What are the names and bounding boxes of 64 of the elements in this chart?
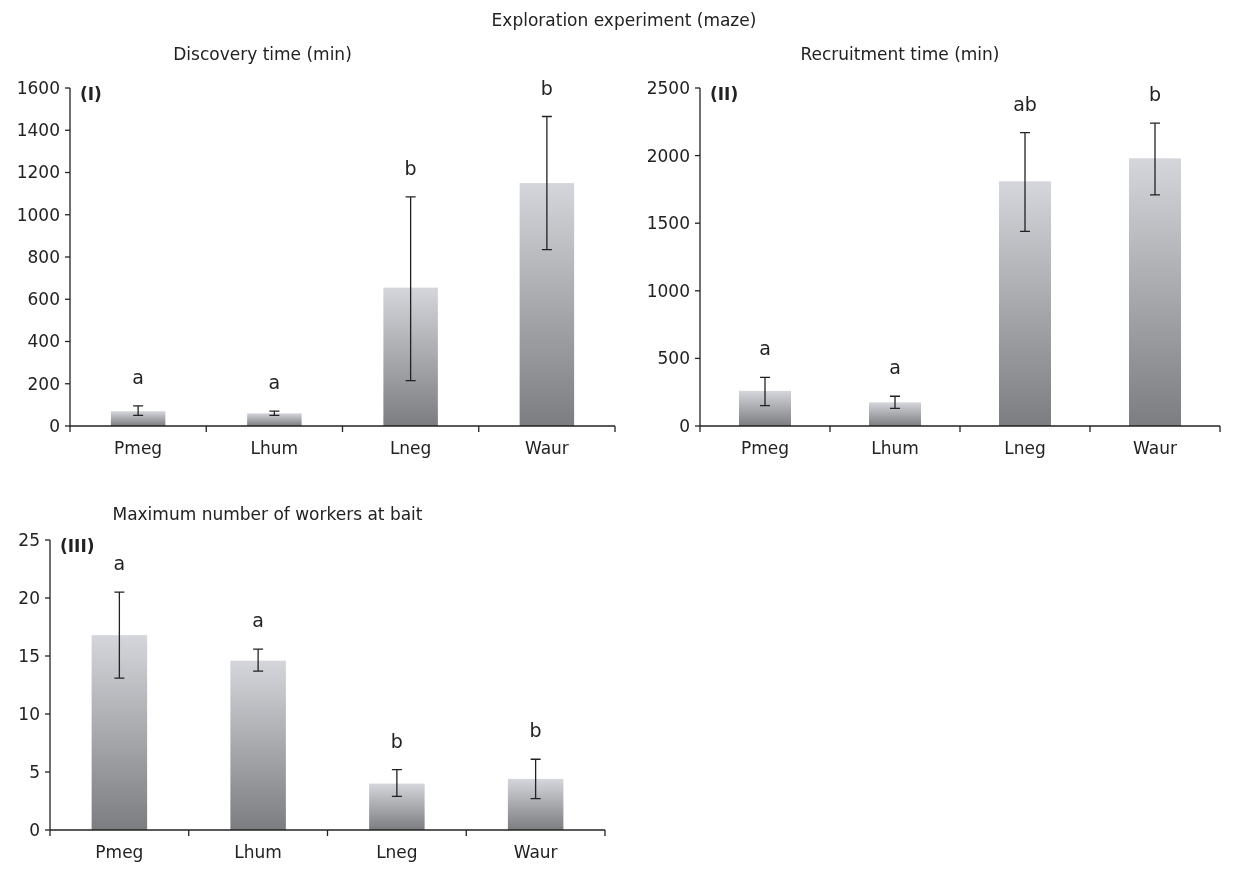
y-tick-label: 1600 bbox=[16, 77, 60, 98]
annotation: a bbox=[132, 365, 144, 388]
annotation: b bbox=[390, 729, 403, 752]
annotation: a bbox=[252, 609, 264, 632]
annotation: b bbox=[404, 156, 417, 179]
annotation: b bbox=[529, 719, 542, 742]
chart-subtitle: Discovery time (min) bbox=[173, 44, 352, 64]
x-tick-label: Lneg bbox=[389, 438, 432, 458]
y-tick-label: 200 bbox=[27, 373, 60, 394]
y-tick-label: 15 bbox=[18, 645, 40, 666]
bar bbox=[247, 413, 302, 426]
x-tick-label: Pmeg bbox=[740, 438, 790, 458]
chart-title: Exploration experiment (maze) bbox=[491, 10, 757, 30]
y-tick-label: 0 bbox=[679, 415, 690, 436]
annotation: a bbox=[113, 552, 126, 575]
annotation: ab bbox=[1013, 92, 1037, 115]
y-tick-label: 20 bbox=[18, 587, 40, 608]
y-tick-label: 1000 bbox=[646, 280, 690, 301]
x-tick-label: Lneg bbox=[376, 842, 418, 862]
x-tick-label: Waur bbox=[1133, 438, 1177, 458]
annotation: (III) bbox=[60, 536, 95, 556]
bar bbox=[91, 635, 148, 830]
x-tick-label: Lhum bbox=[234, 842, 282, 862]
bar bbox=[999, 181, 1051, 426]
y-tick-label: 1400 bbox=[16, 120, 60, 141]
x-tick-label: Lhum bbox=[250, 438, 299, 458]
x-tick-label: Waur bbox=[513, 842, 558, 862]
bar bbox=[1129, 158, 1181, 426]
x-tick-label: Waur bbox=[524, 438, 569, 458]
annotation: (I) bbox=[80, 84, 102, 104]
y-tick-label: 0 bbox=[49, 415, 60, 436]
annotation: b bbox=[540, 76, 553, 99]
y-tick-label: 2500 bbox=[646, 77, 690, 98]
bar bbox=[110, 411, 166, 426]
chart-title: Maximum number of workers at bait bbox=[112, 504, 423, 524]
bar bbox=[519, 183, 575, 426]
y-tick-label: 600 bbox=[27, 289, 60, 310]
y-tick-label: 1000 bbox=[16, 204, 60, 225]
y-tick-label: 1200 bbox=[16, 162, 60, 183]
annotation: (II) bbox=[710, 84, 739, 104]
y-tick-label: 2000 bbox=[646, 145, 690, 166]
x-tick-label: Lhum bbox=[871, 438, 919, 458]
bar bbox=[507, 778, 564, 830]
bar bbox=[739, 390, 791, 426]
y-tick-label: 0 bbox=[29, 819, 40, 840]
x-tick-label: Lneg bbox=[1004, 438, 1046, 458]
y-tick-label: 1500 bbox=[646, 213, 690, 234]
x-tick-label: Pmeg bbox=[114, 438, 163, 458]
x-tick-label: Pmeg bbox=[95, 842, 144, 862]
y-tick-label: 500 bbox=[657, 348, 690, 369]
annotation: b bbox=[1148, 83, 1162, 106]
bar bbox=[230, 660, 286, 830]
bar bbox=[869, 402, 921, 426]
annotation: a bbox=[268, 371, 281, 394]
chart-title: Recruitment time (min) bbox=[800, 44, 1000, 64]
y-tick-label: 25 bbox=[18, 529, 40, 550]
annotation: a bbox=[759, 337, 771, 360]
bar bbox=[369, 783, 425, 830]
annotation: a bbox=[889, 356, 901, 379]
y-tick-label: 10 bbox=[18, 703, 40, 724]
y-tick-label: 800 bbox=[27, 246, 60, 267]
bar bbox=[383, 287, 438, 426]
y-tick-label: 400 bbox=[27, 331, 60, 352]
y-tick-label: 5 bbox=[29, 761, 40, 782]
